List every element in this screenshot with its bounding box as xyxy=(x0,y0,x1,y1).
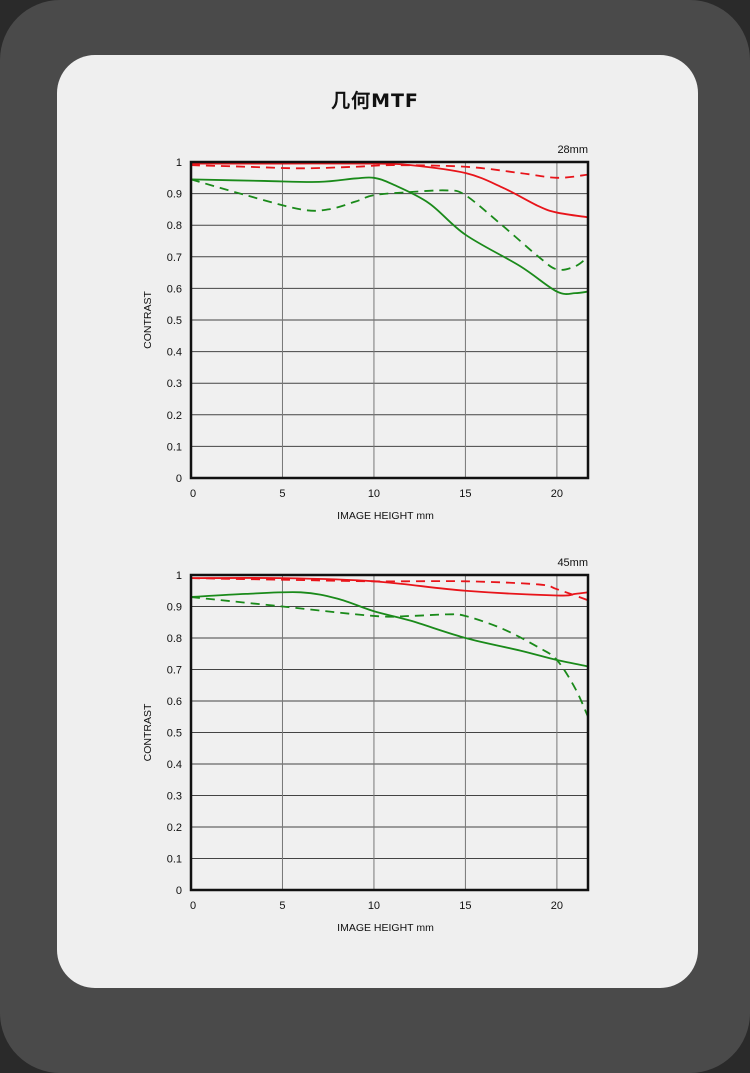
y-tick-label: 0.7 xyxy=(167,665,182,677)
chart-28mm: 00.10.20.30.40.50.60.70.80.910 5 10 15 2028m… xyxy=(142,144,590,522)
series-red-solid xyxy=(190,577,589,597)
y-tick-label: 1 xyxy=(176,570,182,582)
page-title: 几何MTF xyxy=(331,90,419,112)
y-tick-label: 0.3 xyxy=(167,791,182,803)
series-green-solid xyxy=(190,591,589,668)
y-tick-label: 0.2 xyxy=(167,410,182,422)
plot-frame xyxy=(189,160,590,480)
y-tick-label: 0.9 xyxy=(167,602,182,614)
series-green-solid xyxy=(190,176,589,295)
y-tick-label: 0.4 xyxy=(167,759,182,771)
y-tick-label: 0.8 xyxy=(167,633,182,645)
series-green-dashed xyxy=(190,596,589,718)
x-axis-label: IMAGE HEIGHT mm xyxy=(337,922,434,934)
y-axis-label: CONTRAST xyxy=(142,291,154,349)
y-tick-label: 0.5 xyxy=(167,315,182,327)
y-tick-label: 0.3 xyxy=(167,378,182,390)
series-green-dashed xyxy=(190,178,589,271)
chart-45mm: 00.10.20.30.40.50.60.70.80.910 5 10 15 2045m… xyxy=(142,557,590,934)
series-red-dashed xyxy=(190,577,589,602)
x-tick-label: 5 xyxy=(279,900,285,912)
x-tick-label: 20 xyxy=(551,900,563,912)
x-tick-label: 15 xyxy=(459,488,471,500)
y-tick-label: 0.9 xyxy=(167,189,182,201)
y-tick-label: 0.4 xyxy=(167,347,182,359)
y-tick-label: 0.1 xyxy=(167,441,182,453)
plot-frame xyxy=(189,573,590,892)
y-tick-label: 0 xyxy=(176,473,182,485)
y-tick-label: 0.7 xyxy=(167,252,182,264)
x-tick-label: 10 xyxy=(368,900,380,912)
y-tick-label: 0 xyxy=(176,885,182,897)
series-red-dashed xyxy=(190,164,589,179)
x-tick-label: 0 xyxy=(190,900,196,912)
y-tick-label: 0.6 xyxy=(167,696,182,708)
x-tick-label: 0 xyxy=(190,488,196,500)
x-tick-label: 10 xyxy=(368,488,380,500)
y-tick-label: 0.8 xyxy=(167,220,182,232)
chart-title: 28mm xyxy=(557,144,588,156)
x-axis-label: IMAGE HEIGHT mm xyxy=(337,510,434,522)
y-tick-label: 0.5 xyxy=(167,728,182,740)
y-tick-label: 0.6 xyxy=(167,283,182,295)
y-tick-label: 0.2 xyxy=(167,822,182,834)
x-tick-label: 20 xyxy=(551,488,563,500)
chart-title: 45mm xyxy=(557,557,588,569)
x-tick-label: 15 xyxy=(459,900,471,912)
series-red-solid xyxy=(191,162,589,219)
y-tick-label: 1 xyxy=(176,157,182,169)
y-tick-label: 0.1 xyxy=(167,854,182,866)
y-axis-label: CONTRAST xyxy=(142,703,154,761)
x-tick-label: 5 xyxy=(279,488,285,500)
